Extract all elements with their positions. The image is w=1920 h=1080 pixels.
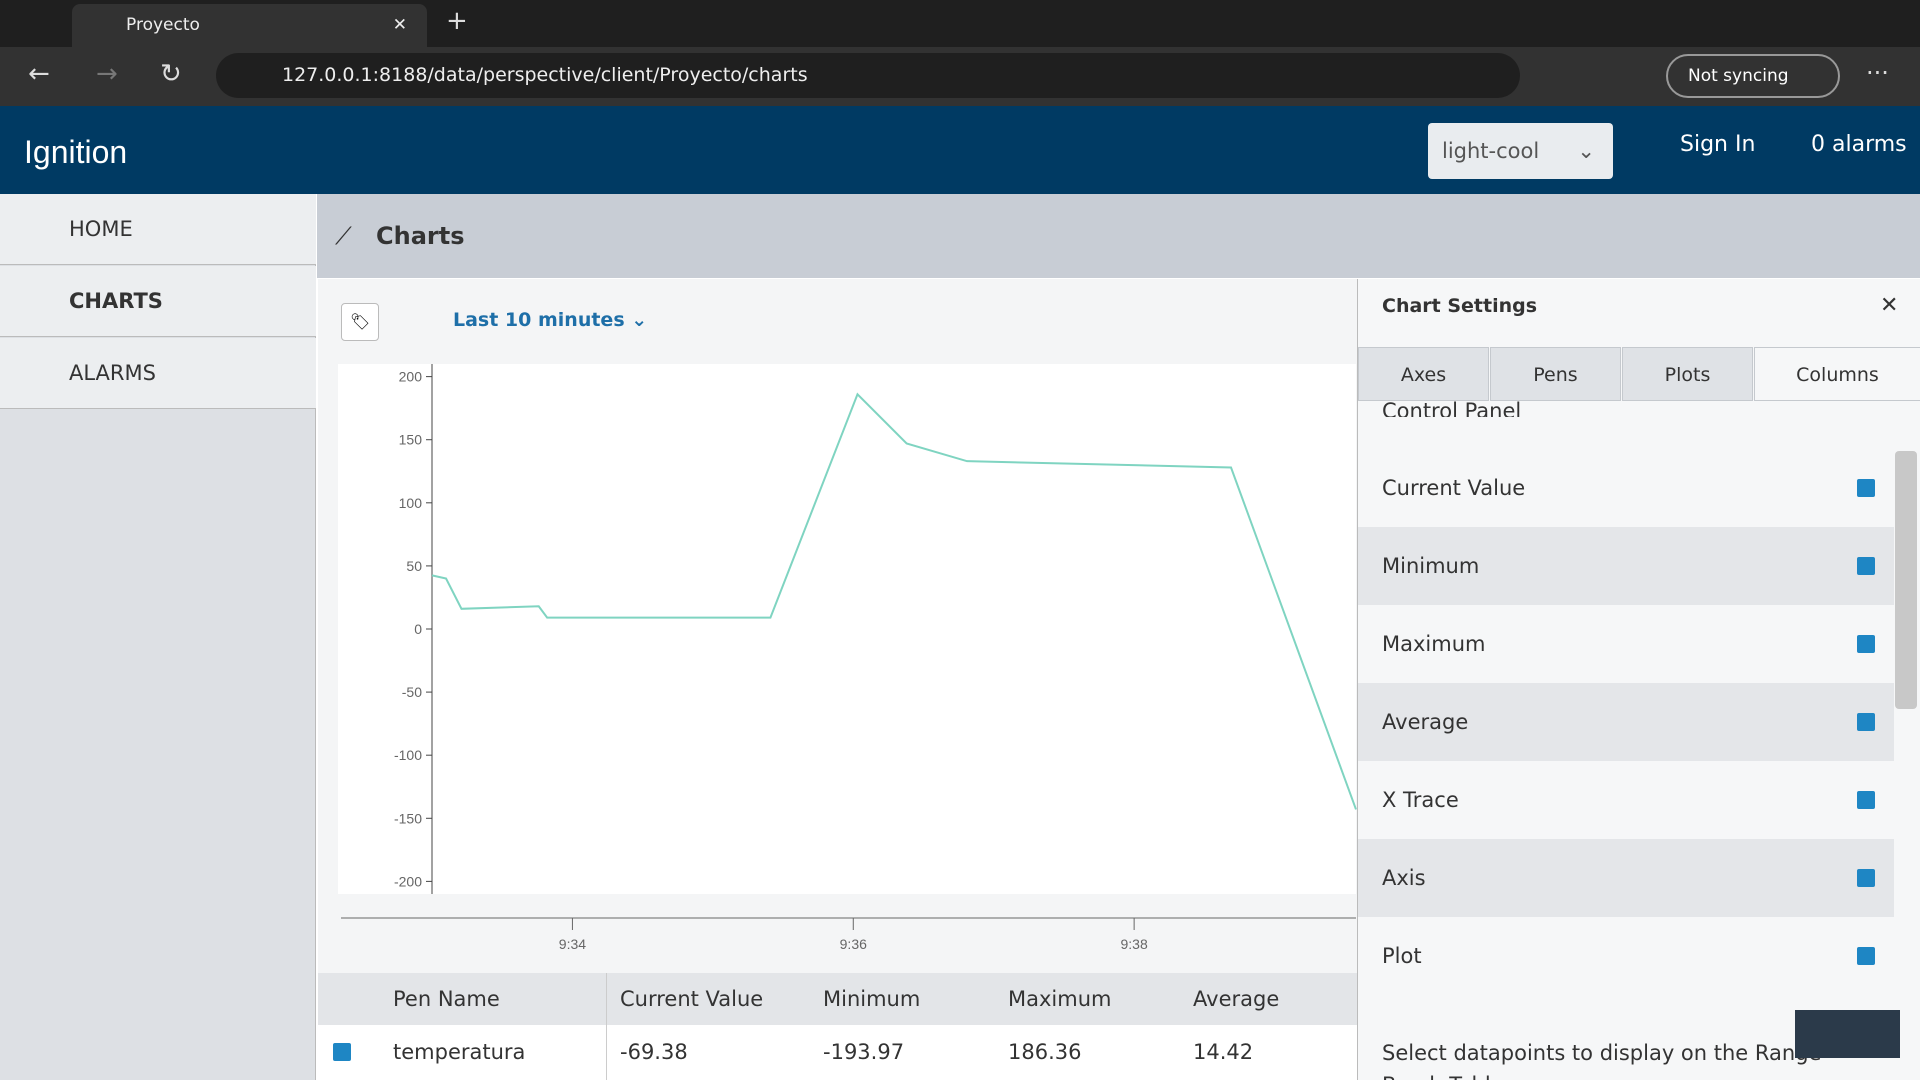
sidebar: HOMECHARTSALARMS bbox=[0, 194, 316, 1080]
x-tick-label: 9:38 bbox=[1121, 936, 1148, 952]
table-cell: 14.42 bbox=[1193, 1025, 1253, 1080]
plot-area bbox=[338, 364, 1356, 894]
tab-close[interactable]: ✕ bbox=[393, 4, 407, 47]
option-label: Axis bbox=[1382, 866, 1426, 890]
row-checkbox[interactable] bbox=[333, 1043, 351, 1061]
option-checkbox[interactable] bbox=[1857, 791, 1875, 809]
column-header[interactable]: Pen Name bbox=[393, 973, 500, 1025]
column-header[interactable]: Minimum bbox=[823, 973, 920, 1025]
forward-button[interactable]: → bbox=[96, 59, 118, 89]
option-row: Maximum bbox=[1358, 605, 1894, 683]
y-tick-label: -150 bbox=[394, 810, 422, 826]
back-button[interactable]: ← bbox=[28, 59, 50, 89]
nav-item[interactable]: CHARTS bbox=[0, 266, 316, 337]
theme-select[interactable]: light-cool⌄ bbox=[1428, 123, 1613, 179]
column-header[interactable]: Current Value bbox=[620, 973, 763, 1025]
settings-tab[interactable]: Plots bbox=[1622, 347, 1753, 401]
settings-tab[interactable]: Pens bbox=[1490, 347, 1621, 401]
option-row: X Trace bbox=[1358, 761, 1894, 839]
column-divider bbox=[606, 973, 607, 1080]
new-tab[interactable]: + bbox=[446, 6, 468, 36]
settings-footer: Select datapoints to display on the Rang… bbox=[1382, 1037, 1822, 1080]
table-cell: temperatura bbox=[393, 1025, 525, 1080]
y-tick-label: 0 bbox=[414, 621, 422, 637]
option-label: Minimum bbox=[1382, 554, 1479, 578]
x-tick-label: 9:36 bbox=[840, 936, 867, 952]
y-tick-label: -100 bbox=[394, 747, 422, 763]
nav-item[interactable]: HOME bbox=[0, 194, 316, 265]
sign-in[interactable]: Sign In bbox=[1680, 132, 1755, 157]
nav-item[interactable]: ALARMS bbox=[0, 338, 316, 409]
tab-bar: Proyecto ✕ + bbox=[0, 0, 1920, 47]
option-checkbox[interactable] bbox=[1857, 479, 1875, 497]
settings-close[interactable]: ✕ bbox=[1880, 293, 1898, 318]
app-header: Ignition light-cool⌄ Sign In 0 alarms bbox=[0, 106, 1920, 194]
option-label: Current Value bbox=[1382, 476, 1525, 500]
option-row: Average bbox=[1358, 683, 1894, 761]
browser-toolbar: ← → ↻ 127.0.0.1:8188/data/perspective/cl… bbox=[0, 47, 1920, 106]
y-tick-label: 100 bbox=[399, 495, 423, 511]
page-title-text: Charts bbox=[376, 222, 465, 250]
chart: 200 150 100 50 0 -50 -100 -150 -200 9:34 9:36 9:38 bbox=[318, 279, 1357, 973]
x-tick-label: 9:34 bbox=[559, 936, 586, 952]
option-row: Current Value bbox=[1358, 449, 1894, 527]
alarms[interactable]: 0 alarms bbox=[1811, 132, 1907, 157]
option-checkbox[interactable] bbox=[1857, 947, 1875, 965]
option-checkbox[interactable] bbox=[1857, 713, 1875, 731]
address-bar[interactable]: 127.0.0.1:8188/data/perspective/client/P… bbox=[216, 53, 1520, 98]
column-header[interactable]: Average bbox=[1193, 973, 1279, 1025]
option-checkbox[interactable] bbox=[1857, 869, 1875, 887]
option-label: X Trace bbox=[1382, 788, 1459, 812]
option-row: Minimum bbox=[1358, 527, 1894, 605]
tab-title: Proyecto bbox=[126, 15, 200, 35]
column-header[interactable]: Maximum bbox=[1008, 973, 1111, 1025]
theme-value: light-cool bbox=[1442, 139, 1539, 163]
floating-controls[interactable] bbox=[1795, 1010, 1900, 1058]
y-tick-label: 150 bbox=[399, 432, 423, 448]
table-cell: -69.38 bbox=[620, 1025, 688, 1080]
pen-table: Pen Name Current Value Minimum Maximum Avera… bbox=[318, 973, 1357, 1080]
settings-panel: Chart Settings ✕ Control Panel Select da… bbox=[1357, 279, 1920, 1080]
option-label: Average bbox=[1382, 710, 1468, 734]
option-row: Plot bbox=[1358, 917, 1894, 995]
y-tick-label: -50 bbox=[402, 684, 422, 700]
reload-button[interactable]: ↻ bbox=[160, 59, 182, 89]
table-cell: -193.97 bbox=[823, 1025, 904, 1080]
table-cell: 186.36 bbox=[1008, 1025, 1081, 1080]
y-tick-label: 200 bbox=[399, 369, 423, 385]
browser-tab[interactable]: Proyecto ✕ bbox=[72, 4, 427, 47]
settings-tab[interactable]: Axes bbox=[1358, 347, 1489, 401]
option-checkbox[interactable] bbox=[1857, 557, 1875, 575]
option-label: Maximum bbox=[1382, 632, 1485, 656]
settings-title: Chart Settings bbox=[1382, 295, 1537, 317]
option-row: Axis bbox=[1358, 839, 1894, 917]
scrollbar[interactable] bbox=[1895, 451, 1917, 709]
option-label: Plot bbox=[1382, 944, 1422, 968]
settings-tab[interactable]: Columns bbox=[1754, 347, 1920, 401]
y-tick-label: -200 bbox=[394, 873, 422, 889]
logo[interactable]: Ignition bbox=[24, 134, 127, 171]
menu-button[interactable]: ··· bbox=[1866, 59, 1889, 87]
y-tick-label: 50 bbox=[406, 558, 422, 574]
page-title: ⟋Charts bbox=[317, 194, 1920, 278]
option-checkbox[interactable] bbox=[1857, 635, 1875, 653]
sync-button[interactable]: Not syncing bbox=[1666, 54, 1840, 98]
